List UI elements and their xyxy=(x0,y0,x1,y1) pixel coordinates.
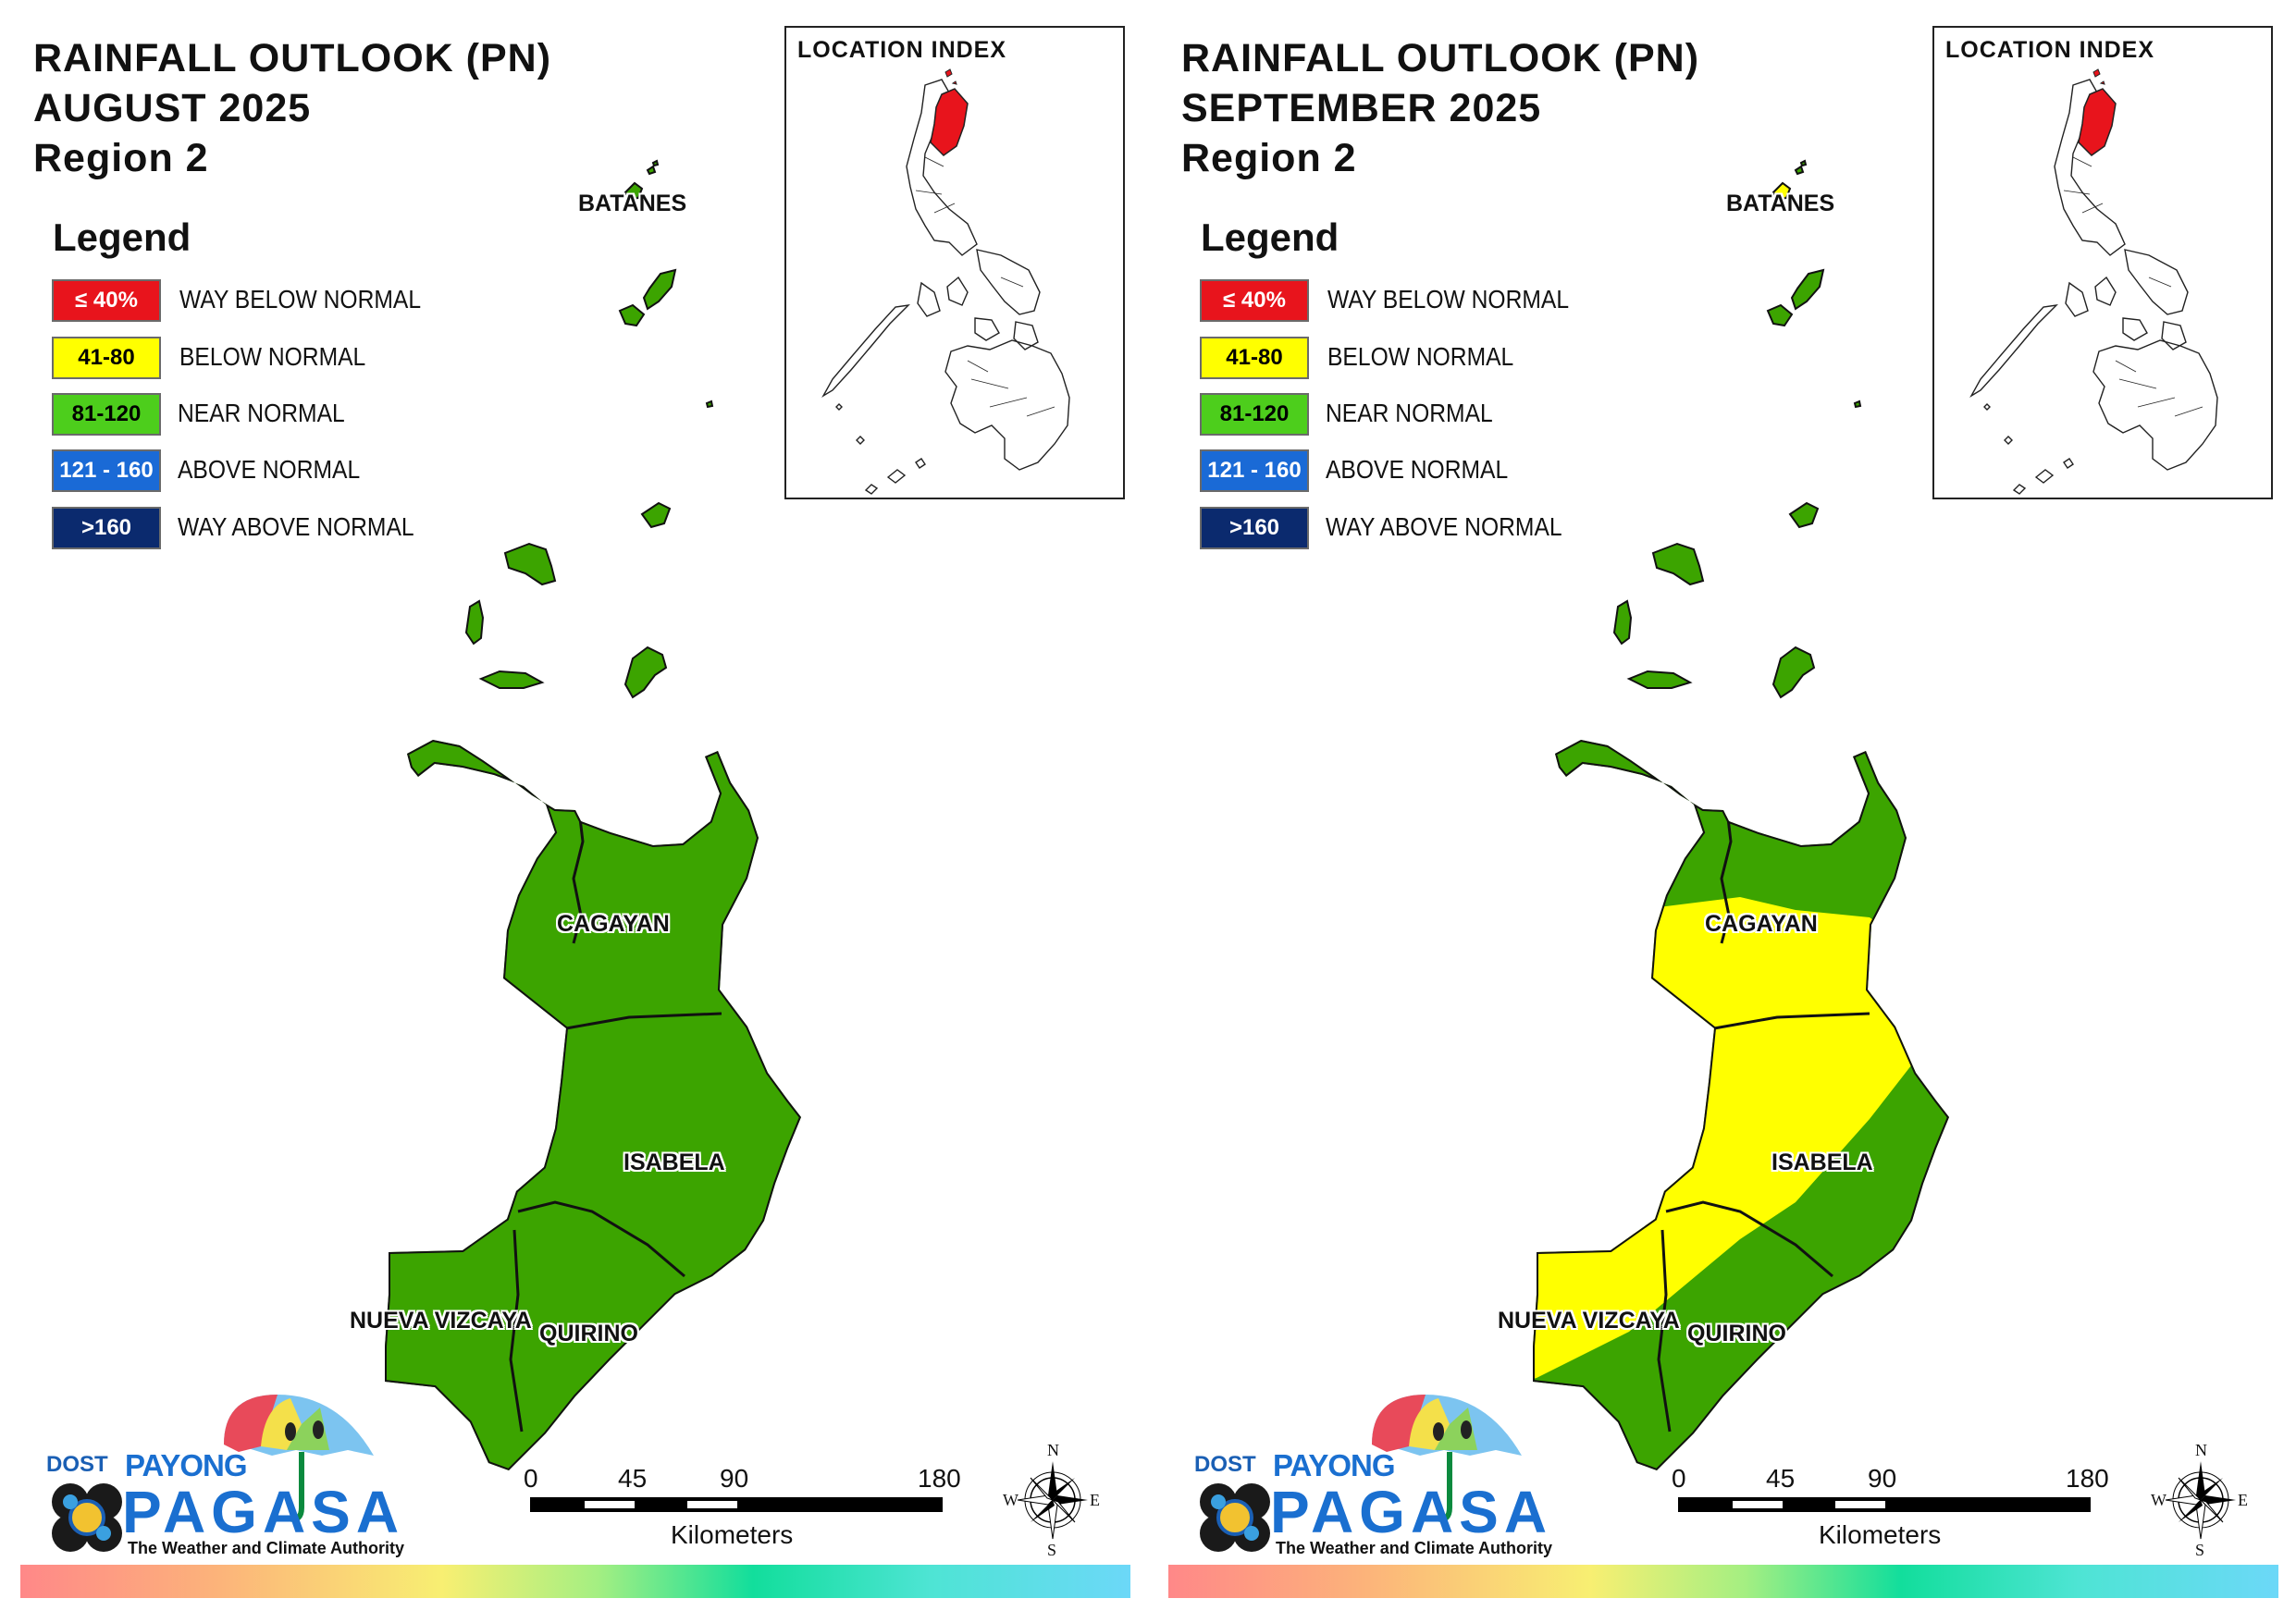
legend-heading: Legend xyxy=(1201,215,1339,259)
province-label-batanes: BATANES xyxy=(578,191,687,216)
legend-swatch: 121 - 160 xyxy=(52,449,161,492)
logo-payong: PAYONG xyxy=(125,1448,248,1482)
province-label-cagayan: CAGAYAN xyxy=(557,911,670,937)
compass-w: W xyxy=(2151,1491,2166,1509)
legend-swatch: 81-120 xyxy=(52,393,161,436)
compass-s: S xyxy=(2195,1541,2205,1559)
province-label-quirino: QUIRINO xyxy=(539,1321,638,1346)
batanes-islands xyxy=(1612,159,1862,699)
logo-pagasa: PAGASA xyxy=(122,1479,405,1545)
legend-swatch: ≤ 40% xyxy=(52,279,161,322)
scale-tick: 90 xyxy=(720,1464,749,1493)
scale-tick: 180 xyxy=(918,1464,961,1493)
scale-tick: 45 xyxy=(1766,1464,1796,1493)
compass-n: N xyxy=(2195,1441,2207,1459)
logo-payong: PAYONG xyxy=(1273,1448,1396,1482)
title-line-3: Region 2 xyxy=(33,136,209,180)
mainland-fill xyxy=(385,740,801,1470)
legend-label: NEAR NORMAL xyxy=(1326,399,1493,427)
logo-tagline: The Weather and Climate Authority xyxy=(1276,1539,1553,1557)
decorative-gradient-strip xyxy=(1168,1565,2278,1598)
legend-swatch: >160 xyxy=(1200,507,1309,549)
scale-unit: Kilometers xyxy=(1819,1520,1942,1549)
compass-n: N xyxy=(1047,1441,1059,1459)
scale-unit: Kilometers xyxy=(671,1520,794,1549)
province-label-isabela: ISABELA xyxy=(1771,1150,1873,1175)
logo-tagline: The Weather and Climate Authority xyxy=(128,1539,405,1557)
logo-pagasa: PAGASA xyxy=(1270,1479,1553,1545)
philippines-locator-map xyxy=(1969,68,2218,495)
legend-label: BELOW NORMAL xyxy=(1327,342,1514,371)
title-line-2: AUGUST 2025 xyxy=(33,86,312,130)
region-map xyxy=(385,159,801,1470)
compass-w: W xyxy=(1003,1491,1018,1509)
legend-swatch: 41-80 xyxy=(1200,337,1309,379)
north-arrow-compass: N S E W xyxy=(2151,1441,2249,1559)
scale-bar-graphic xyxy=(1678,1497,2091,1512)
logo-dost: DOST xyxy=(1194,1452,1256,1477)
map-title: RAINFALL OUTLOOK (PN) SEPTEMBER 2025 Reg… xyxy=(1181,33,1699,183)
province-label-nueva-vizcaya: NUEVA VIZCAYA xyxy=(1498,1308,1680,1334)
location-index-title: LOCATION INDEX xyxy=(1945,37,2155,63)
scale-tick: 90 xyxy=(1868,1464,1897,1493)
mainland-fill xyxy=(1533,740,1949,1470)
decorative-gradient-strip xyxy=(20,1565,1130,1598)
scale-tick: 45 xyxy=(618,1464,648,1493)
legend-label: ABOVE NORMAL xyxy=(178,455,361,484)
scale-tick: 180 xyxy=(2066,1464,2109,1493)
region-2-highlight xyxy=(2078,88,2117,156)
province-boundaries xyxy=(385,740,801,1470)
compass-e: E xyxy=(2238,1491,2248,1509)
title-line-1: RAINFALL OUTLOOK (PN) xyxy=(1181,36,1700,80)
compass-s: S xyxy=(1047,1541,1057,1559)
legend-label: WAY BELOW NORMAL xyxy=(179,285,422,314)
legend-swatch: 81-120 xyxy=(1200,393,1309,436)
scale-tick: 0 xyxy=(524,1464,538,1493)
province-label-batanes: BATANES xyxy=(1726,191,1835,216)
compass-rose-icon xyxy=(2165,1461,2236,1540)
title-line-2: SEPTEMBER 2025 xyxy=(1181,86,1542,130)
legend-label: NEAR NORMAL xyxy=(178,399,345,427)
legend-label: WAY ABOVE NORMAL xyxy=(178,512,414,541)
umbrella-logo-icon xyxy=(1200,1395,1522,1552)
province-label-nueva-vizcaya: NUEVA VIZCAYA xyxy=(350,1308,532,1334)
legend-label: BELOW NORMAL xyxy=(179,342,366,371)
north-arrow-compass: N S E W xyxy=(1003,1441,1101,1559)
province-label-isabela: ISABELA xyxy=(623,1150,725,1175)
region-2-highlight xyxy=(930,88,969,156)
payong-pagasa-logo: DOST PAYONG PAGASA The Weather and Clima… xyxy=(1181,1387,1552,1563)
legend-label: WAY BELOW NORMAL xyxy=(1327,285,1570,314)
compass-e: E xyxy=(1090,1491,1100,1509)
title-line-1: RAINFALL OUTLOOK (PN) xyxy=(33,36,552,80)
batanes-islands xyxy=(464,159,714,699)
title-line-3: Region 2 xyxy=(1181,136,1357,180)
scale-tick: 0 xyxy=(1672,1464,1686,1493)
province-boundaries xyxy=(1533,740,1949,1470)
outlook-panel-september: RAINFALL OUTLOOK (PN) SEPTEMBER 2025 Reg… xyxy=(1148,0,2295,1623)
umbrella-logo-icon xyxy=(52,1395,374,1552)
province-label-quirino: QUIRINO xyxy=(1687,1321,1786,1346)
logo-dost: DOST xyxy=(46,1452,108,1477)
location-index-title: LOCATION INDEX xyxy=(797,37,1007,63)
legend-label: ABOVE NORMAL xyxy=(1326,455,1509,484)
philippines-locator-map xyxy=(821,68,1070,495)
compass-rose-icon xyxy=(1017,1461,1088,1540)
map-title: RAINFALL OUTLOOK (PN) AUGUST 2025 Region… xyxy=(33,33,551,183)
legend-label: WAY ABOVE NORMAL xyxy=(1326,512,1562,541)
legend-swatch: 41-80 xyxy=(52,337,161,379)
outlook-panel-august: RAINFALL OUTLOOK (PN) AUGUST 2025 Region… xyxy=(0,0,1147,1623)
legend-heading: Legend xyxy=(53,215,191,259)
location-index: LOCATION INDEX xyxy=(1932,26,2273,499)
legend-swatch: >160 xyxy=(52,507,161,549)
province-label-cagayan: CAGAYAN xyxy=(1705,911,1818,937)
region-map xyxy=(1533,159,1949,1470)
scale-bar-graphic xyxy=(530,1497,943,1512)
legend-swatch: 121 - 160 xyxy=(1200,449,1309,492)
legend-swatch: ≤ 40% xyxy=(1200,279,1309,322)
payong-pagasa-logo: DOST PAYONG PAGASA The Weather and Clima… xyxy=(33,1387,404,1563)
location-index: LOCATION INDEX xyxy=(784,26,1125,499)
